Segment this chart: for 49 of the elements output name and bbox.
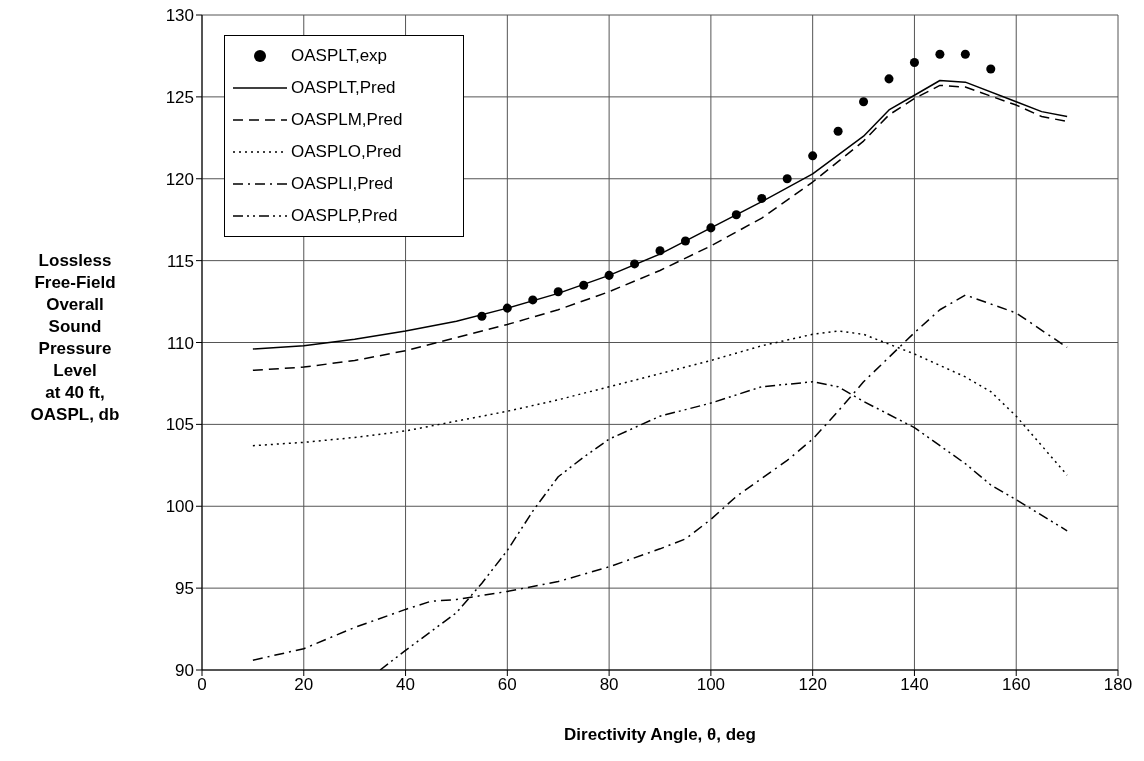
point bbox=[833, 126, 843, 136]
legend-label: OASPLI,Pred bbox=[291, 174, 394, 194]
point bbox=[680, 236, 690, 246]
point bbox=[859, 97, 869, 107]
legend-label: OASPLP,Pred bbox=[291, 206, 398, 226]
point bbox=[884, 74, 894, 84]
point bbox=[808, 151, 818, 161]
y-axis-title: Lossless Free-Field Overall Sound Pressure Level at 40 ft, OASPL, db bbox=[30, 250, 120, 424]
y-tick-label: 125 bbox=[165, 87, 194, 107]
point bbox=[757, 193, 767, 203]
point bbox=[477, 311, 487, 321]
point bbox=[706, 223, 716, 233]
point bbox=[553, 287, 563, 297]
x-tick-label: 60 bbox=[497, 675, 517, 695]
y-tick-label: 130 bbox=[165, 6, 194, 26]
point bbox=[655, 246, 665, 256]
x-tick-label: 180 bbox=[1103, 675, 1133, 695]
point bbox=[630, 259, 640, 269]
legend-label: OASPLO,Pred bbox=[291, 142, 402, 162]
y-tick-label: 100 bbox=[165, 497, 194, 517]
point bbox=[528, 295, 538, 305]
point bbox=[960, 49, 970, 59]
x-axis-title: Directivity Angle, θ, deg bbox=[564, 725, 756, 744]
y-tick-label: 110 bbox=[166, 333, 194, 353]
point bbox=[604, 270, 614, 280]
point bbox=[986, 64, 996, 74]
x-tick-label: 0 bbox=[197, 675, 207, 695]
x-tick-label: 160 bbox=[1002, 675, 1031, 695]
point bbox=[579, 280, 589, 290]
x-tick-label: 100 bbox=[696, 675, 726, 695]
legend-label: OASPLM,Pred bbox=[291, 110, 403, 130]
point bbox=[909, 57, 919, 67]
x-tick-label: 140 bbox=[900, 675, 929, 695]
line-series bbox=[252, 330, 1068, 476]
y-tick-label: 90 bbox=[175, 661, 194, 681]
point bbox=[731, 210, 741, 220]
x-tick-label: 20 bbox=[294, 675, 314, 695]
point bbox=[502, 303, 512, 313]
y-tick-label: 105 bbox=[165, 415, 194, 435]
x-tick-label: 40 bbox=[396, 675, 416, 695]
point bbox=[782, 174, 792, 184]
y-tick-label: 95 bbox=[175, 579, 194, 599]
x-tick-label: 80 bbox=[599, 675, 619, 695]
y-tick-label: 115 bbox=[166, 251, 194, 271]
point bbox=[935, 49, 945, 59]
legend-label: OASPLT,exp bbox=[291, 46, 388, 66]
x-tick-label: 120 bbox=[798, 675, 827, 695]
y-tick-label: 120 bbox=[165, 169, 194, 189]
legend-label: OASPLT,Pred bbox=[291, 78, 396, 98]
